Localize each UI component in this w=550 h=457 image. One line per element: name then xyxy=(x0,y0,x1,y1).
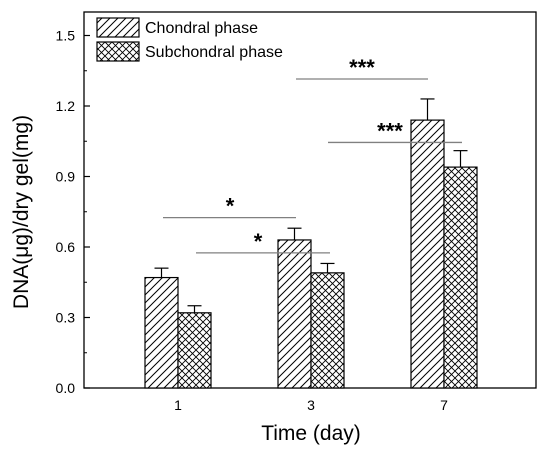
x-tick-label: 3 xyxy=(307,397,315,413)
significance-label: *** xyxy=(377,118,403,143)
x-tick-label: 7 xyxy=(440,397,448,413)
significance-label: *** xyxy=(349,55,375,80)
bar xyxy=(144,276,179,389)
bar xyxy=(443,166,478,389)
bar xyxy=(177,312,212,389)
bar xyxy=(277,239,312,389)
x-axis-title: Time (day) xyxy=(261,422,361,445)
plot-area: 0.00.30.60.91.21.51 3 7********Chondral ph… xyxy=(56,11,537,413)
y-axis-title: DNA(μg)/dry gel(mg) xyxy=(10,115,33,309)
legend-label: Subchondral phase xyxy=(145,44,283,61)
y-tick-label: 0.0 xyxy=(56,380,76,396)
legend-label: Chondral phase xyxy=(145,20,258,37)
bar xyxy=(310,272,345,389)
y-tick-label: 0.3 xyxy=(56,310,76,326)
significance-label: * xyxy=(226,194,235,219)
significance-label: * xyxy=(254,229,263,254)
y-tick-label: 1.2 xyxy=(56,98,76,114)
legend-swatch xyxy=(96,41,140,62)
legend-swatch xyxy=(96,17,140,38)
bar xyxy=(410,119,445,389)
y-tick-label: 0.9 xyxy=(56,169,76,185)
y-tick-label: 1.5 xyxy=(56,28,76,44)
x-tick-label: 1 xyxy=(174,397,182,413)
y-tick-label: 0.6 xyxy=(56,239,76,255)
